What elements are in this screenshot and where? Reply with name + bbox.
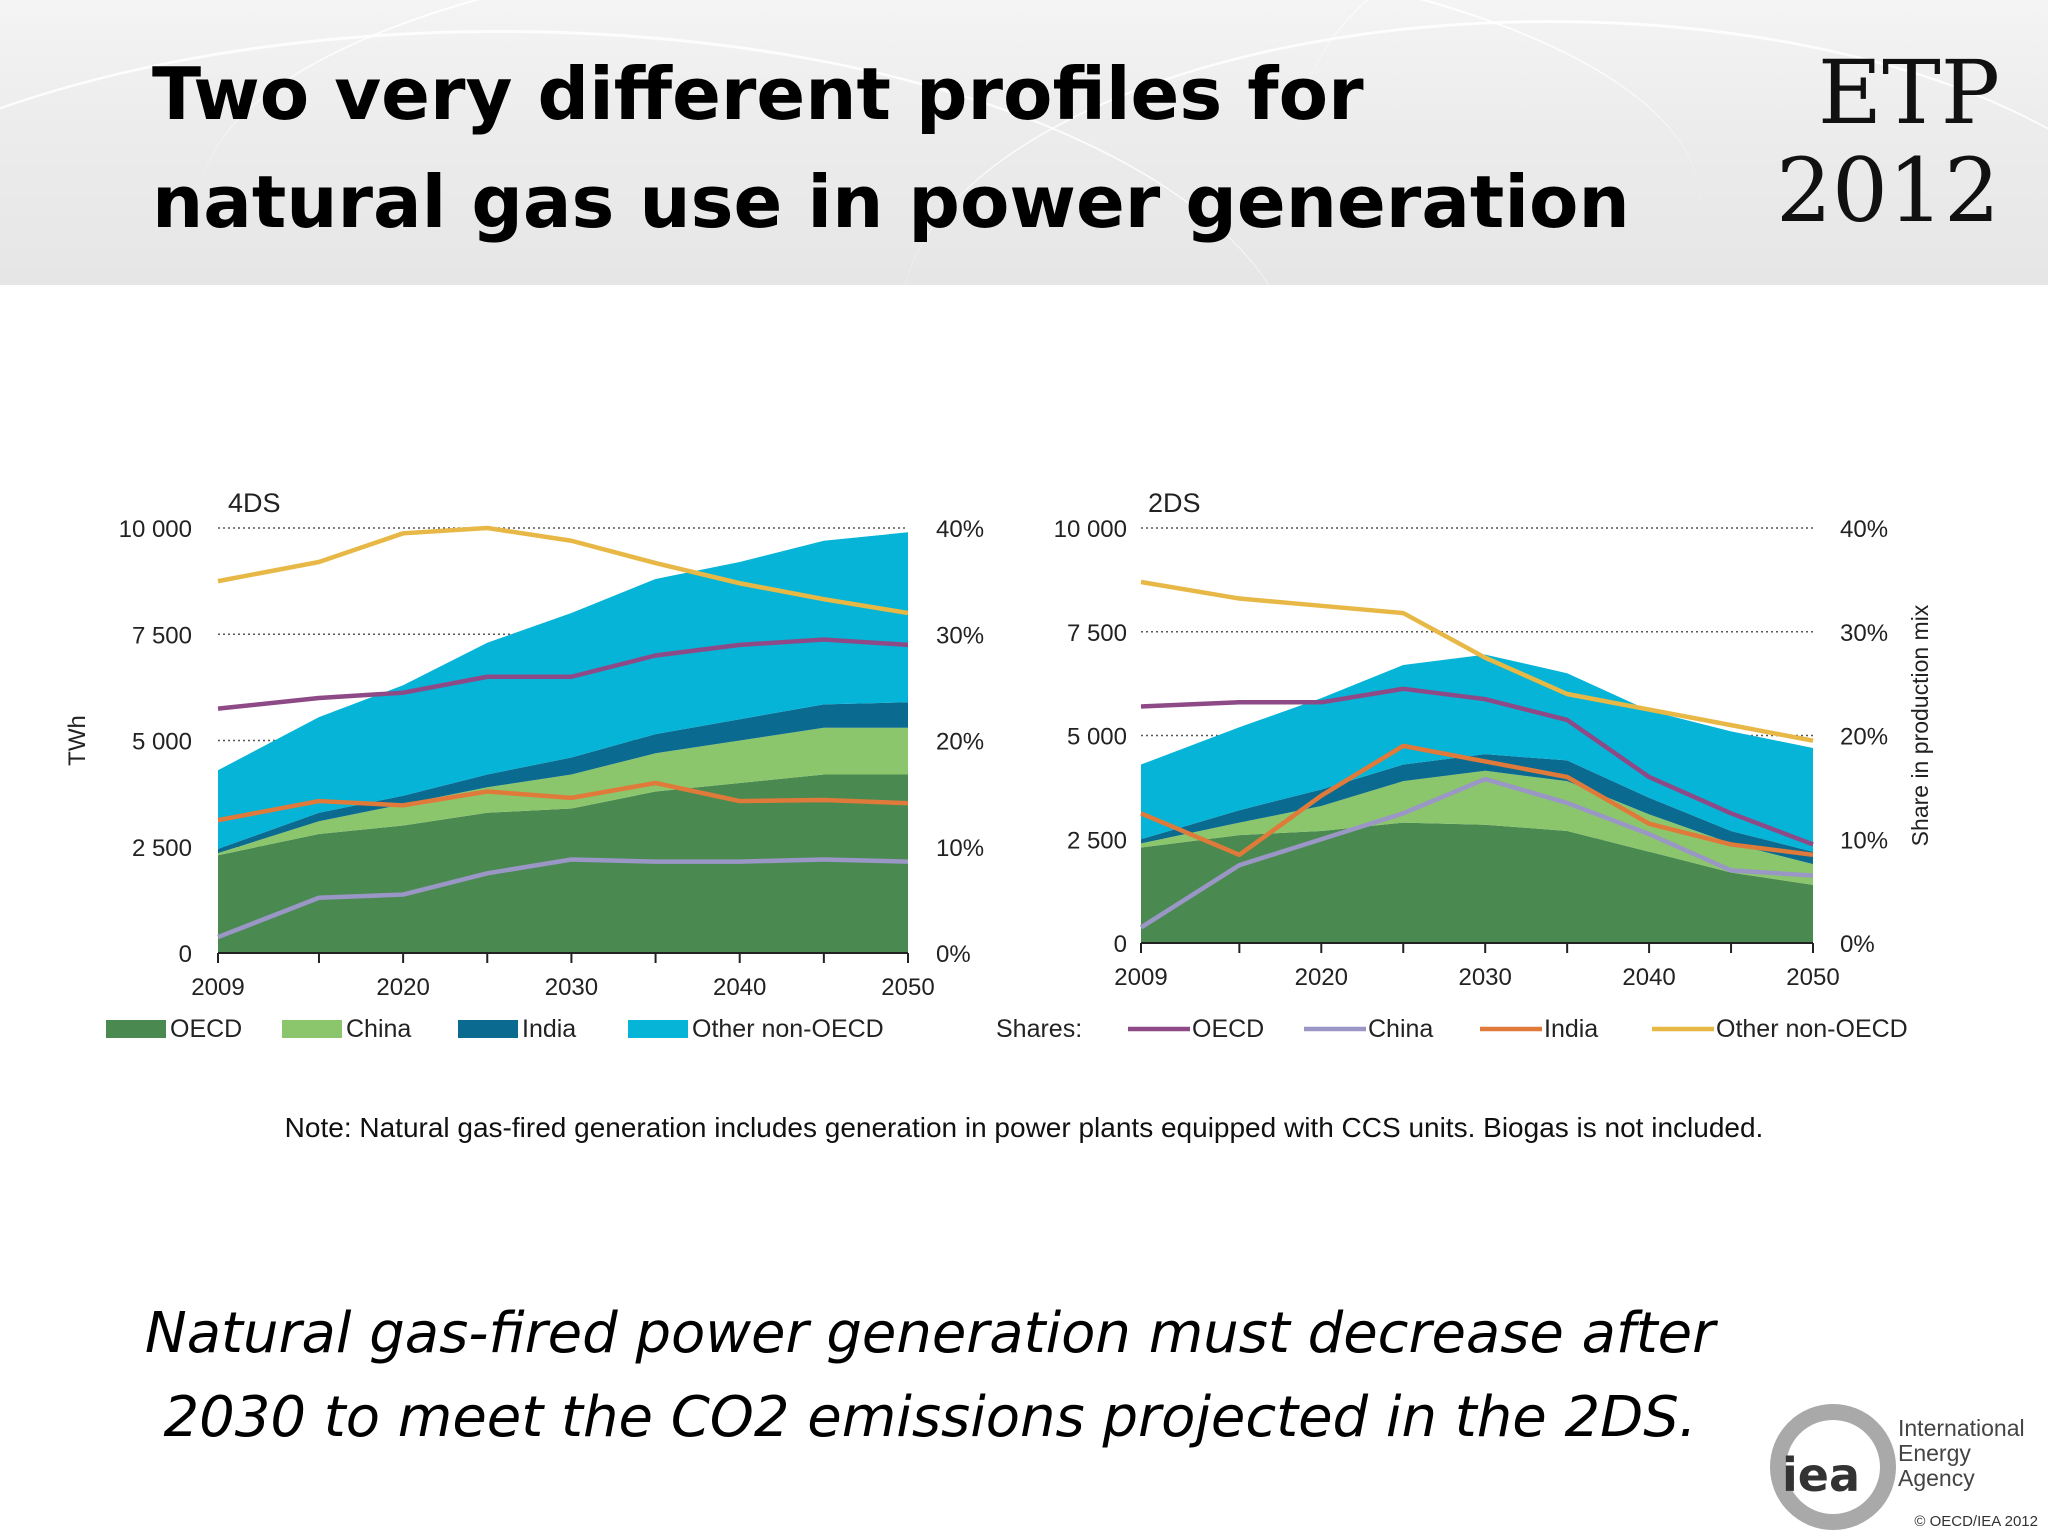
area-other-non-oecd bbox=[218, 532, 908, 849]
share-line-india bbox=[1140, 743, 1814, 858]
y2-tick-label: 30% bbox=[936, 622, 984, 649]
etp-badge-line2: 2012 bbox=[1776, 139, 2000, 242]
legend-shares-label: Shares: bbox=[996, 1015, 1082, 1043]
y2-tick-label: 40% bbox=[936, 516, 984, 543]
y-tick-label: 10 000 bbox=[1054, 516, 1127, 543]
chart-4ds: 0 2 500 5 000 7 500 10 000 0% 10% 20% 30% 40% 2009… bbox=[64, 488, 984, 1001]
legend-label: China bbox=[346, 1015, 411, 1043]
legend-label: OECD bbox=[1192, 1015, 1264, 1043]
share-line-other-non-oecd bbox=[1140, 579, 1814, 743]
y2-tick-label: 0% bbox=[936, 941, 971, 968]
y-axis-label: TWh bbox=[64, 715, 91, 766]
x-tick-label: 2040 bbox=[713, 974, 766, 1001]
legend-swatch-oecd bbox=[106, 1020, 166, 1038]
y2-tick-label: 20% bbox=[1840, 724, 1888, 751]
chart-legend: OECD China India Other non-OECD Shares: OECD C… bbox=[106, 1015, 1908, 1043]
y-tick-label: 5 000 bbox=[1067, 724, 1127, 751]
x-tick-label: 2020 bbox=[376, 974, 429, 1001]
charts-figure: 0 2 500 5 000 7 500 10 000 0% 10% 20% 30% 40% 2009… bbox=[64, 488, 1933, 1043]
iea-logo-name: International Energy Agency bbox=[1898, 1416, 2048, 1491]
y2-tick-label: 30% bbox=[1840, 620, 1888, 647]
legend-label: China bbox=[1368, 1015, 1433, 1043]
x-tick-label: 2030 bbox=[545, 974, 598, 1001]
area-india bbox=[1141, 754, 1813, 865]
y-tick-label: 10 000 bbox=[119, 516, 192, 543]
area-oecd bbox=[218, 774, 908, 953]
y2-tick-label: 10% bbox=[1840, 827, 1888, 854]
chart-note: Note: Natural gas-fired generation inclu… bbox=[284, 1112, 1764, 1143]
legend-swatch-other-non-oecd bbox=[628, 1020, 688, 1038]
x-tick-label: 2050 bbox=[1786, 964, 1839, 991]
area-china bbox=[218, 727, 908, 856]
x-tick-label: 2009 bbox=[1114, 964, 1167, 991]
legend-label: Other non-OECD bbox=[692, 1015, 884, 1043]
area-oecd bbox=[1141, 822, 1813, 943]
copyright-text: © OECD/IEA 2012 bbox=[1914, 1513, 2038, 1530]
y-tick-label: 2 500 bbox=[1067, 827, 1127, 854]
y2-tick-label: 40% bbox=[1840, 516, 1888, 543]
y-tick-label: 0 bbox=[179, 941, 192, 968]
share-line-oecd bbox=[1140, 686, 1814, 847]
x-tick-label: 2020 bbox=[1295, 964, 1348, 991]
legend-label: India bbox=[1544, 1015, 1598, 1043]
slide-title: Two very different profiles for natural … bbox=[152, 52, 1630, 244]
iea-logo-name-line2: Energy Agency bbox=[1898, 1440, 1975, 1491]
share-line-china bbox=[217, 857, 909, 940]
iea-logo-ring-icon bbox=[1770, 1404, 1896, 1530]
iea-logo-inner-icon bbox=[1795, 1429, 1871, 1505]
y-tick-label: 2 500 bbox=[132, 835, 192, 862]
x-tick-label: 2030 bbox=[1458, 964, 1511, 991]
y-tick-label: 5 000 bbox=[132, 729, 192, 756]
y-tick-label: 7 500 bbox=[132, 622, 192, 649]
share-line-oecd bbox=[217, 637, 909, 711]
iea-logo-name-line1: International bbox=[1898, 1415, 2025, 1441]
x-tick-label: 2050 bbox=[881, 974, 934, 1001]
legend-label: Other non-OECD bbox=[1716, 1015, 1908, 1043]
iea-logo-mark: iea bbox=[1782, 1448, 1861, 1502]
legend-label: India bbox=[522, 1015, 576, 1043]
x-tick-label: 2009 bbox=[191, 974, 244, 1001]
legend-label: OECD bbox=[170, 1015, 242, 1043]
legend-swatch-china bbox=[282, 1020, 342, 1038]
y-tick-label: 0 bbox=[1114, 931, 1127, 958]
share-line-india bbox=[217, 780, 909, 823]
slide-header bbox=[0, 0, 2048, 285]
share-line-china bbox=[1139, 776, 1814, 930]
y2-tick-label: 0% bbox=[1840, 931, 1875, 958]
y2-tick-label: 10% bbox=[936, 835, 984, 862]
legend-swatch-india bbox=[458, 1020, 518, 1038]
iea-logo bbox=[1770, 1404, 1896, 1530]
y-tick-label: 7 500 bbox=[1067, 620, 1127, 647]
conclusion-text: Natural gas-fired power generation must … bbox=[144, 1301, 1716, 1450]
x-tick-label: 2040 bbox=[1622, 964, 1675, 991]
share-line-other-non-oecd bbox=[217, 525, 909, 616]
panel-title: 2DS bbox=[1148, 488, 1201, 518]
etp-badge: ETP 2012 bbox=[1776, 44, 2000, 240]
panel-title: 4DS bbox=[228, 488, 281, 518]
area-india bbox=[218, 702, 908, 854]
y2-axis-label: Share in production mix bbox=[1907, 604, 1933, 846]
y2-tick-label: 20% bbox=[936, 729, 984, 756]
chart-2ds: 0 2 500 5 000 7 500 10 000 0% 10% 20% 30% 40% 2009… bbox=[1054, 488, 1933, 991]
etp-badge-line1: ETP bbox=[1817, 41, 2000, 144]
